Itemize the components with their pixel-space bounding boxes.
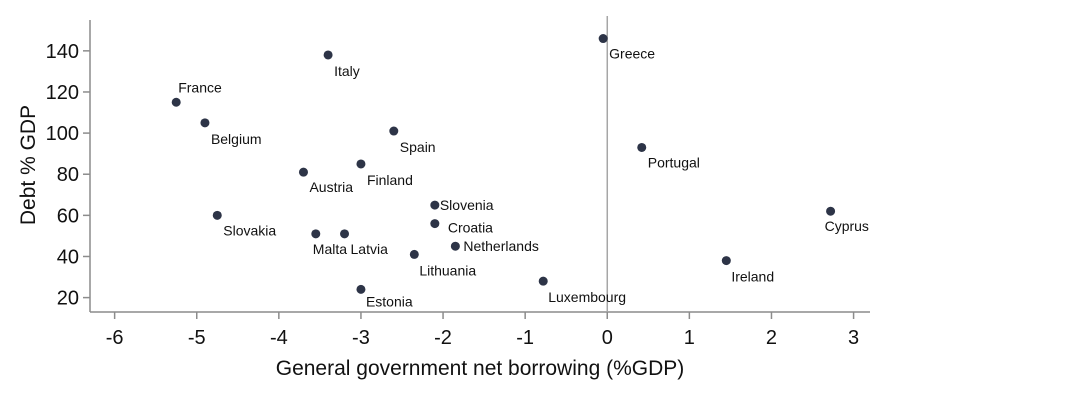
data-point: [598, 34, 608, 44]
y-tick-label: 80: [57, 164, 79, 186]
point-labels-layer: Greece Italy France Belgium Spain Portugal Fin…: [178, 46, 869, 310]
data-point: [323, 50, 333, 60]
data-point: [212, 210, 222, 220]
data-point-label: Estonia: [366, 293, 413, 309]
data-point: [311, 229, 321, 239]
data-point-label: Luxembourg: [548, 289, 626, 305]
x-tick-label: -6: [106, 327, 124, 349]
data-point-label: Slovenia: [440, 197, 494, 213]
data-point: [356, 284, 366, 294]
data-point-label: Malta: [313, 241, 347, 257]
x-tick-label: 3: [848, 327, 859, 349]
data-point-label: Greece: [609, 46, 655, 62]
data-point-label: Ireland: [731, 269, 774, 285]
y-tick-label: 20: [57, 288, 79, 310]
data-point: [430, 200, 440, 210]
x-tick-label: 0: [602, 327, 613, 349]
data-point: [450, 241, 460, 251]
data-point: [826, 206, 836, 216]
data-point: [200, 118, 210, 128]
y-tick-label: 60: [57, 205, 79, 227]
x-tick-label: -5: [188, 327, 206, 349]
data-point: [298, 167, 308, 177]
ticks-layer: -6 -5 -4 -3 -2 -1 0 1 2 3 20 40 60 80 100 120 140: [46, 41, 860, 349]
y-axis-title: Debt % GDP: [17, 105, 40, 225]
data-point: [721, 256, 731, 266]
x-tick-label: -1: [516, 327, 534, 349]
data-point-label: Slovakia: [223, 222, 276, 238]
x-tick-label: -3: [352, 327, 370, 349]
data-point: [356, 159, 366, 169]
y-tick-label: 100: [46, 123, 79, 145]
data-point: [171, 97, 181, 107]
data-point-label: Lithuania: [419, 262, 476, 278]
data-point: [538, 276, 548, 286]
data-point-label: Italy: [334, 63, 360, 79]
y-tick-label: 120: [46, 82, 79, 104]
points-layer: [171, 34, 836, 294]
data-point-label: Austria: [309, 179, 353, 195]
data-point-label: Latvia: [351, 241, 389, 257]
x-tick-label: -2: [434, 327, 452, 349]
x-tick-label: 1: [684, 327, 695, 349]
x-axis-title: General government net borrowing (%GDP): [276, 357, 685, 380]
x-tick-label: -4: [270, 327, 288, 349]
data-point: [409, 249, 419, 259]
data-point-label: Netherlands: [463, 238, 539, 254]
data-point-label: Cyprus: [825, 218, 869, 234]
data-point: [340, 229, 350, 239]
data-point-label: Belgium: [211, 131, 262, 147]
data-point: [430, 219, 440, 229]
y-tick-label: 40: [57, 246, 79, 268]
y-tick-label: 140: [46, 41, 79, 63]
x-tick-label: 2: [766, 327, 777, 349]
axes-layer: [89, 16, 870, 313]
data-point: [637, 142, 647, 152]
data-point: [389, 126, 399, 136]
data-point-label: Finland: [367, 172, 413, 188]
data-point-label: France: [178, 79, 222, 95]
data-point-label: Portugal: [648, 154, 700, 170]
data-point-label: Croatia: [448, 220, 493, 236]
data-point-label: Spain: [400, 139, 436, 155]
